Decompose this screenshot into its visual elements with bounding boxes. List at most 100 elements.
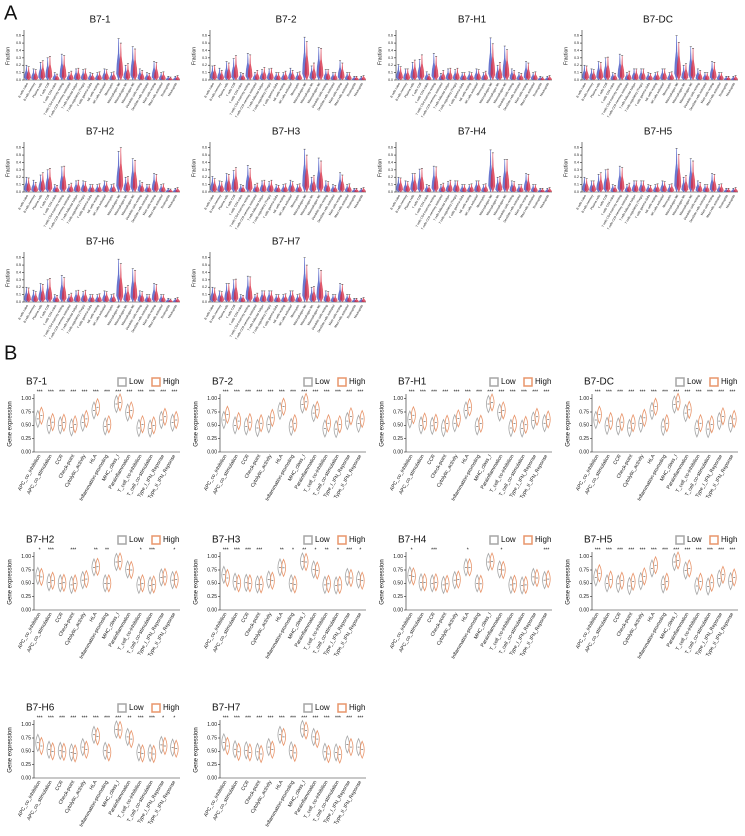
- significance: ***: [70, 547, 76, 553]
- violin: [288, 574, 294, 593]
- significance: ***: [335, 389, 341, 395]
- violin: [630, 413, 636, 433]
- x-tick-label: CCR: [612, 611, 623, 624]
- y-axis-label: Fraction: [377, 47, 383, 65]
- violin: [292, 575, 298, 594]
- significance: ***: [234, 547, 240, 553]
- violin: [303, 721, 309, 740]
- violin: [433, 413, 439, 432]
- violin: [664, 413, 670, 433]
- y-tick-label: 0.00: [579, 607, 589, 613]
- violin: [422, 412, 428, 431]
- legend-label: Low: [129, 703, 144, 712]
- y-tick-label: 0.25: [21, 594, 31, 600]
- legend-label: High: [163, 703, 179, 712]
- violin: [247, 743, 253, 762]
- y-tick-label: 0.5: [16, 153, 21, 157]
- violin: [258, 413, 264, 433]
- significance: *: [39, 547, 41, 553]
- x-tick-label: Eosinophils: [160, 81, 171, 97]
- x-tick-label: Eosinophils: [160, 193, 171, 209]
- y-axis-label: Fraction: [5, 47, 11, 65]
- x-tick-label: HLA: [275, 779, 285, 791]
- violin: [709, 573, 715, 593]
- x-tick-label: T cells CD8: [225, 304, 236, 320]
- significance: *: [411, 547, 413, 553]
- y-tick-label: 0.6: [16, 256, 21, 260]
- legend-label: High: [349, 703, 365, 712]
- legend-label: High: [721, 535, 737, 544]
- chart-title: B7-H7: [212, 703, 241, 714]
- significance: ***: [346, 389, 352, 395]
- violin: [162, 567, 168, 587]
- legend-label: Low: [687, 377, 702, 386]
- y-tick-label: 0.75: [579, 409, 589, 415]
- y-tick-label: 0.6: [388, 146, 393, 150]
- significance: ***: [431, 547, 437, 553]
- violin: [269, 740, 275, 760]
- significance: ***: [628, 389, 634, 395]
- y-tick-label: 1.00: [579, 396, 589, 402]
- x-tick-label: HLA: [647, 453, 657, 465]
- y-axis-label: Fraction: [191, 47, 197, 65]
- x-tick-label: T cells CD8: [39, 304, 50, 320]
- y-axis-label: Fraction: [377, 159, 383, 177]
- significance: ***: [256, 715, 262, 721]
- y-tick-label: 0.4: [574, 48, 579, 52]
- significance: ***: [234, 715, 240, 721]
- y-tick-label: 0.4: [16, 48, 21, 52]
- violin: [224, 568, 230, 588]
- significance: ***: [346, 547, 352, 553]
- significance: ***: [82, 389, 88, 395]
- significance: **: [325, 547, 329, 553]
- significance: ***: [59, 715, 65, 721]
- y-tick-label: 0.50: [579, 581, 589, 587]
- y-axis-label: Gene expression: [8, 559, 14, 604]
- y-tick-label: 0.00: [207, 775, 217, 781]
- y-tick-label: 0.0: [574, 78, 579, 82]
- chart-title: B7-H4: [398, 535, 427, 546]
- significance: ***: [543, 389, 549, 395]
- violin: [117, 552, 123, 571]
- significance: ***: [543, 547, 549, 553]
- y-tick-label: 1.00: [393, 554, 403, 560]
- y-axis-label: Gene expression: [380, 401, 386, 446]
- violin: [151, 416, 157, 435]
- significance: **: [128, 715, 132, 721]
- chart-title: B7-DC: [643, 15, 673, 26]
- significance: ***: [640, 547, 646, 553]
- legend-label: Low: [129, 377, 144, 386]
- significance: ***: [115, 389, 121, 395]
- significance: ***: [82, 715, 88, 721]
- violin: [314, 561, 320, 580]
- violin: [61, 413, 67, 432]
- y-tick-label: 0.4: [202, 270, 207, 274]
- violin: [80, 737, 86, 757]
- y-tick-label: 0.2: [388, 63, 393, 67]
- chart-title: B7-H4: [458, 127, 487, 138]
- violin: [151, 744, 157, 764]
- significance: ***: [160, 389, 166, 395]
- y-axis-label: Gene expression: [566, 401, 572, 446]
- y-tick-label: 0.2: [202, 63, 207, 67]
- violin: [467, 558, 472, 577]
- y-axis-label: Fraction: [5, 159, 11, 177]
- y-tick-label: 0.2: [574, 63, 579, 67]
- violin: [292, 743, 298, 763]
- x-tick-label: CCR: [54, 779, 65, 792]
- violin: [344, 735, 350, 754]
- legend-label: Low: [687, 535, 702, 544]
- significance: *: [162, 715, 164, 721]
- significance: ***: [59, 389, 65, 395]
- significance: ***: [521, 389, 527, 395]
- violin: [106, 743, 112, 762]
- violin: [337, 745, 343, 764]
- y-tick-label: 0.0: [16, 300, 21, 304]
- violin: [247, 412, 253, 432]
- violin: [236, 742, 242, 762]
- violin: [608, 411, 614, 431]
- chart-title: B7-1: [26, 377, 48, 388]
- violin: [675, 551, 681, 570]
- significance: ***: [104, 389, 110, 395]
- y-tick-label: 0.50: [207, 749, 217, 755]
